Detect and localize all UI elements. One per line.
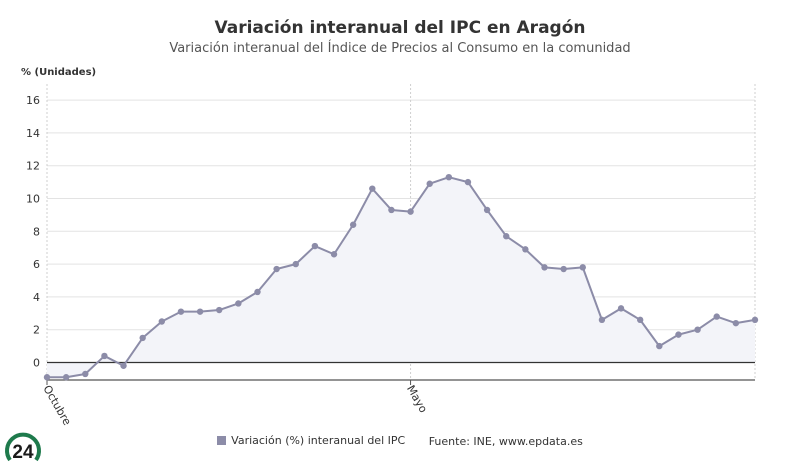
- data-point-5[interactable]: [139, 334, 146, 342]
- data-point-16[interactable]: [349, 221, 357, 228]
- area-layer: [47, 177, 755, 378]
- y-tick-label-0: 0: [33, 357, 40, 370]
- data-point-23[interactable]: [483, 206, 491, 214]
- source-note: Fuente: INE, www.epdata.es: [429, 435, 583, 448]
- data-point-35[interactable]: [713, 313, 720, 320]
- brand-logo: 24: [5, 432, 41, 463]
- y-tick-label-8: 8: [33, 225, 40, 238]
- legend: Variación (%) interanual del IPC Fuente:…: [0, 434, 800, 448]
- logo-arc: [5, 432, 41, 462]
- y-tick-label-10: 10: [26, 193, 40, 206]
- data-point-13[interactable]: [292, 260, 299, 268]
- data-point-0[interactable]: [43, 374, 51, 381]
- legend-series-label: Variación (%) interanual del IPC: [231, 434, 406, 447]
- y-tick-label-4: 4: [33, 291, 40, 304]
- data-point-11[interactable]: [254, 288, 261, 296]
- x-tick-label-19: Mayo: [404, 383, 430, 415]
- data-point-28[interactable]: [579, 264, 586, 271]
- source-text: Fuente: INE, www.epdata.es: [428, 435, 583, 448]
- data-point-27[interactable]: [560, 265, 567, 273]
- data-point-24[interactable]: [503, 233, 510, 240]
- data-point-36[interactable]: [732, 319, 740, 327]
- axis-layer: [46, 361, 755, 385]
- data-point-19[interactable]: [407, 208, 414, 215]
- data-point-12[interactable]: [273, 265, 280, 273]
- y-tick-label-16: 16: [26, 94, 40, 107]
- logo-text: 24: [12, 442, 34, 463]
- data-point-30[interactable]: [617, 305, 625, 312]
- data-point-1[interactable]: [62, 374, 70, 381]
- legend-item-series[interactable]: Variación (%) interanual del IPC: [217, 434, 405, 447]
- y-tick-label-2: 2: [33, 324, 40, 337]
- data-point-29[interactable]: [598, 316, 606, 324]
- data-point-6[interactable]: [158, 318, 166, 325]
- data-point-34[interactable]: [694, 326, 701, 333]
- data-point-26[interactable]: [541, 264, 548, 271]
- data-point-15[interactable]: [330, 251, 338, 258]
- chart-title: Variación interanual del IPC en Aragón: [214, 18, 586, 38]
- data-point-33[interactable]: [675, 331, 682, 338]
- data-point-18[interactable]: [388, 206, 395, 214]
- data-point-32[interactable]: [656, 342, 663, 350]
- data-point-2[interactable]: [82, 370, 89, 378]
- y-axis-title: % (Unidades): [21, 67, 96, 78]
- series-line: [47, 176, 756, 379]
- data-point-17[interactable]: [369, 185, 376, 192]
- data-point-8[interactable]: [196, 308, 204, 315]
- y-tick-label-12: 12: [26, 160, 40, 173]
- line-layer: [47, 176, 756, 379]
- data-point-20[interactable]: [426, 180, 433, 187]
- data-point-3[interactable]: [101, 352, 108, 360]
- data-point-21[interactable]: [445, 173, 453, 181]
- data-point-7[interactable]: [177, 308, 185, 315]
- data-point-22[interactable]: [464, 178, 472, 186]
- series-area-fill: [47, 177, 755, 378]
- data-point-4[interactable]: [120, 362, 127, 369]
- data-point-31[interactable]: [636, 316, 644, 324]
- x-tick-label-0: Octubre: [40, 383, 73, 428]
- y-tick-label-14: 14: [26, 127, 40, 140]
- data-point-37[interactable]: [751, 316, 759, 324]
- point-layer: [43, 173, 759, 381]
- y-tick-label-6: 6: [33, 258, 40, 271]
- data-point-9[interactable]: [216, 306, 223, 314]
- chart-subtitle: Variación interanual del Índice de Preci…: [169, 41, 631, 56]
- data-point-14[interactable]: [311, 242, 319, 250]
- legend-marker: [217, 436, 227, 445]
- data-point-25[interactable]: [522, 246, 529, 253]
- data-point-10[interactable]: [235, 300, 242, 307]
